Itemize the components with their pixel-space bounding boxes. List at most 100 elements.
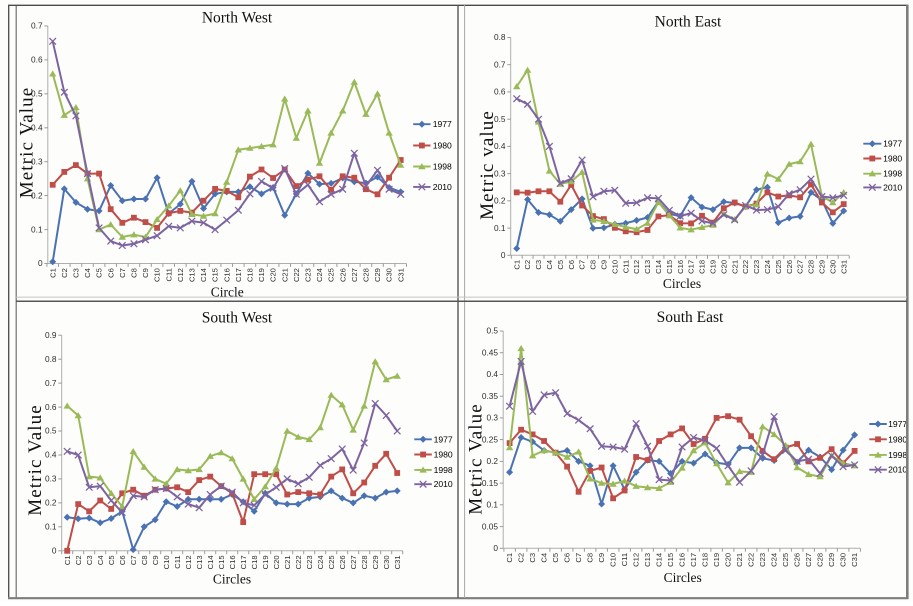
svg-text:1998: 1998 [888, 450, 907, 460]
svg-text:C26: C26 [338, 268, 347, 282]
svg-text:C9: C9 [151, 555, 160, 565]
svg-text:C18: C18 [698, 260, 707, 274]
svg-text:C26: C26 [793, 553, 802, 567]
svg-text:0.35: 0.35 [482, 391, 499, 401]
svg-text:C27: C27 [350, 268, 359, 282]
svg-text:C11: C11 [164, 268, 173, 281]
svg-text:1998: 1998 [883, 169, 902, 179]
svg-text:C8: C8 [589, 260, 598, 270]
svg-text:C7: C7 [578, 260, 587, 270]
svg-text:C12: C12 [632, 260, 641, 274]
svg-text:C24: C24 [316, 555, 325, 569]
svg-text:C24: C24 [770, 553, 779, 567]
svg-text:C8: C8 [140, 555, 149, 565]
svg-text:C8: C8 [586, 553, 595, 563]
svg-text:0.7: 0.7 [31, 21, 43, 31]
svg-text:0.5: 0.5 [494, 114, 506, 124]
svg-text:1980: 1980 [883, 154, 902, 164]
svg-text:Metric Value: Metric Value [25, 404, 46, 516]
svg-text:0.4: 0.4 [45, 450, 57, 460]
svg-text:C11: C11 [621, 260, 630, 273]
svg-text:C23: C23 [752, 260, 761, 274]
svg-text:C22: C22 [294, 555, 303, 569]
svg-text:C25: C25 [781, 553, 790, 567]
svg-text:C24: C24 [315, 268, 324, 282]
svg-text:1980: 1980 [433, 141, 452, 151]
svg-text:0.5: 0.5 [45, 426, 57, 436]
svg-text:North East: North East [655, 14, 722, 31]
svg-text:C2: C2 [517, 553, 526, 563]
svg-text:C25: C25 [327, 555, 336, 569]
svg-text:North West: North West [202, 10, 273, 27]
svg-text:0.8: 0.8 [494, 32, 506, 42]
svg-text:C30: C30 [839, 553, 848, 567]
svg-text:0.2: 0.2 [45, 498, 57, 508]
svg-text:C3: C3 [85, 555, 94, 565]
svg-text:C20: C20 [272, 555, 281, 569]
svg-text:C29: C29 [818, 260, 827, 274]
svg-text:C17: C17 [689, 553, 698, 567]
svg-text:C29: C29 [827, 553, 836, 567]
svg-text:C13: C13 [643, 260, 652, 274]
svg-text:2010: 2010 [888, 465, 907, 475]
svg-text:C4: C4 [545, 260, 554, 270]
svg-text:C8: C8 [130, 268, 139, 278]
svg-text:C14: C14 [199, 268, 208, 282]
svg-text:C18: C18 [246, 268, 255, 282]
svg-text:0.2: 0.2 [31, 190, 43, 200]
svg-text:C28: C28 [816, 553, 825, 567]
svg-text:2010: 2010 [883, 182, 902, 192]
svg-text:C9: C9 [597, 553, 606, 563]
svg-text:C25: C25 [327, 268, 336, 282]
svg-text:C4: C4 [540, 553, 549, 563]
svg-text:C11: C11 [620, 553, 629, 566]
svg-text:0: 0 [493, 543, 498, 553]
svg-text:C27: C27 [796, 260, 805, 274]
svg-text:C14: C14 [654, 260, 663, 274]
svg-text:0.4: 0.4 [494, 141, 506, 151]
svg-text:2010: 2010 [433, 182, 452, 192]
svg-text:C20: C20 [719, 260, 728, 274]
svg-text:1998: 1998 [434, 465, 453, 475]
svg-text:C31: C31 [393, 555, 402, 569]
svg-text:C10: C10 [162, 555, 171, 569]
svg-text:C23: C23 [758, 553, 767, 567]
svg-text:C18: C18 [701, 553, 710, 567]
svg-text:C21: C21 [730, 260, 739, 274]
svg-text:C3: C3 [528, 553, 537, 563]
svg-text:C5: C5 [556, 260, 565, 270]
svg-text:0.4: 0.4 [486, 369, 498, 379]
svg-text:Circles: Circles [664, 570, 702, 585]
svg-text:C19: C19 [712, 553, 721, 567]
svg-text:C16: C16 [676, 260, 685, 274]
svg-text:0.5: 0.5 [31, 89, 43, 99]
svg-text:C2: C2 [74, 555, 83, 565]
svg-text:C4: C4 [96, 555, 105, 565]
svg-text:C22: C22 [292, 268, 301, 282]
svg-text:C15: C15 [666, 553, 675, 567]
svg-text:C28: C28 [360, 555, 369, 569]
svg-text:0.1: 0.1 [45, 522, 57, 532]
svg-text:C17: C17 [234, 268, 243, 282]
svg-text:0.25: 0.25 [482, 434, 499, 444]
svg-text:0: 0 [52, 546, 57, 556]
svg-text:South West: South West [202, 310, 273, 327]
svg-text:0.7: 0.7 [45, 378, 57, 388]
svg-text:C21: C21 [735, 553, 744, 567]
svg-text:C1: C1 [505, 553, 514, 563]
svg-text:C9: C9 [141, 268, 150, 278]
svg-text:1977: 1977 [883, 139, 902, 149]
svg-text:C7: C7 [574, 553, 583, 563]
svg-text:C21: C21 [280, 268, 289, 282]
svg-text:0.3: 0.3 [31, 156, 43, 166]
svg-text:1998: 1998 [433, 162, 452, 172]
svg-text:0.5: 0.5 [486, 326, 498, 336]
svg-text:C30: C30 [382, 555, 391, 569]
svg-text:C9: C9 [600, 260, 609, 270]
svg-text:0.2: 0.2 [486, 456, 498, 466]
svg-text:C24: C24 [763, 260, 772, 274]
svg-text:Circle: Circle [211, 284, 244, 299]
svg-text:C5: C5 [107, 555, 116, 565]
svg-text:0.3: 0.3 [486, 413, 498, 423]
svg-text:C21: C21 [283, 555, 292, 569]
